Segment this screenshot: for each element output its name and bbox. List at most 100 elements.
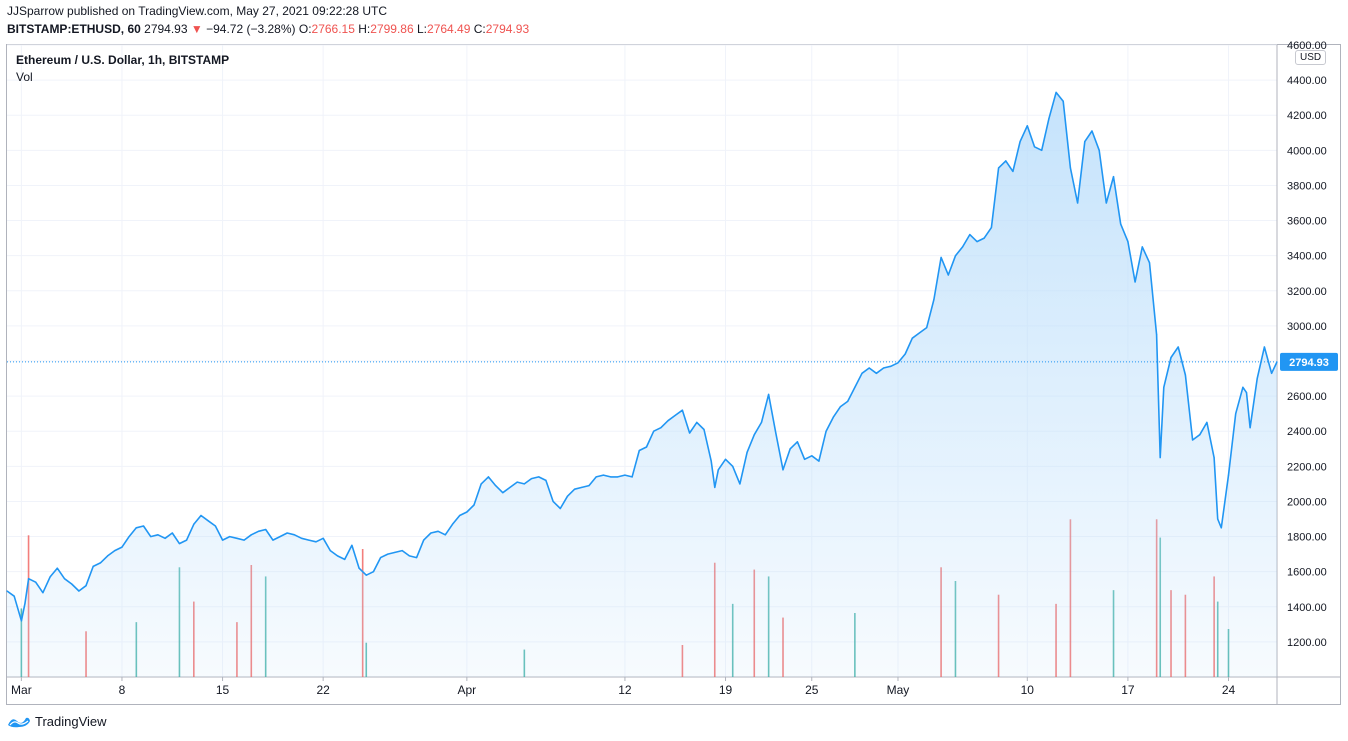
low-value: 2764.49 xyxy=(427,22,471,36)
price-point xyxy=(954,255,957,257)
price-point xyxy=(624,474,626,476)
price-point xyxy=(969,234,971,236)
price-point xyxy=(717,469,719,471)
price-point xyxy=(1005,160,1007,162)
low-label: L: xyxy=(417,22,428,36)
price-point xyxy=(315,541,317,543)
price-point xyxy=(336,555,339,557)
x-tick-label: 17 xyxy=(1121,683,1135,697)
price-point xyxy=(710,460,712,462)
price-point xyxy=(983,237,985,239)
price-point xyxy=(1112,176,1115,178)
price-point xyxy=(523,483,525,485)
price-point xyxy=(1019,140,1021,143)
price-point xyxy=(1120,223,1122,225)
price-point xyxy=(667,420,669,422)
price-point xyxy=(365,574,367,576)
x-tick-label: May xyxy=(887,683,910,697)
price-point xyxy=(545,479,547,481)
x-tick-label: Mar xyxy=(11,683,32,697)
y-tick-label: 4600.00 xyxy=(1287,40,1327,52)
price-point xyxy=(444,534,446,536)
price-point xyxy=(380,557,382,559)
currency-badge[interactable]: USD xyxy=(1295,50,1327,65)
price-area-fill xyxy=(7,92,1277,677)
y-tick-label: 3600.00 xyxy=(1287,216,1327,228)
price-point xyxy=(121,546,123,548)
y-tick-label: 2400.00 xyxy=(1287,426,1327,438)
y-tick-label: 2000.00 xyxy=(1287,496,1327,508)
price-point xyxy=(1084,140,1086,143)
footer-brand[interactable]: TradingView xyxy=(7,713,107,729)
price-point xyxy=(674,414,676,417)
price-point xyxy=(171,532,173,534)
price-point xyxy=(128,535,130,538)
price-point xyxy=(1026,125,1028,127)
price-point xyxy=(1184,374,1186,376)
y-tick-label: 1200.00 xyxy=(1287,637,1327,649)
chart-legend-title: Ethereum / U.S. Dollar, 1h, BITSTAMP xyxy=(16,53,230,67)
price-point xyxy=(1127,241,1129,243)
price-point xyxy=(459,514,461,517)
price-point xyxy=(1249,427,1251,429)
price-point xyxy=(142,525,145,527)
price-point xyxy=(1163,386,1165,388)
price-point xyxy=(1062,100,1064,102)
price-point xyxy=(609,476,612,478)
y-tick-label: 3800.00 xyxy=(1287,180,1327,192)
price-point xyxy=(1041,149,1043,151)
x-tick-label: 10 xyxy=(1021,683,1035,697)
price-point xyxy=(933,298,935,301)
price-point xyxy=(681,409,684,411)
price-point xyxy=(1134,281,1136,283)
price-point xyxy=(1012,170,1014,172)
price-point xyxy=(214,525,216,527)
symbol-ohlc-line: BITSTAMP:ETHUSD, 60 2794.93 ▼ −94.72 (−3… xyxy=(7,22,529,36)
price-point xyxy=(660,427,662,429)
symbol-label[interactable]: BITSTAMP:ETHUSD, 60 xyxy=(7,22,141,36)
price-point xyxy=(308,539,310,541)
price-point xyxy=(487,476,490,478)
high-label: H: xyxy=(358,22,371,36)
price-point xyxy=(796,441,798,443)
high-value: 2799.86 xyxy=(370,22,414,36)
y-tick-label: 3200.00 xyxy=(1287,286,1327,298)
x-tick-label: 15 xyxy=(216,683,230,697)
price-point xyxy=(300,537,303,539)
price-point xyxy=(494,485,497,487)
price-point xyxy=(617,476,619,478)
price-point xyxy=(918,332,921,334)
price-point xyxy=(990,226,992,229)
price-point xyxy=(602,474,604,476)
price-point xyxy=(322,537,324,539)
price-point xyxy=(236,537,238,539)
price-point xyxy=(229,535,231,538)
price-point xyxy=(221,539,224,541)
price-point xyxy=(897,362,899,364)
price-point xyxy=(645,446,648,448)
price-point xyxy=(394,551,396,553)
price-point xyxy=(451,523,454,525)
price-point xyxy=(753,434,755,436)
price-point xyxy=(27,578,30,580)
price-point xyxy=(193,523,195,525)
change-value: −94.72 (−3.28%) xyxy=(206,22,296,36)
price-point xyxy=(1245,392,1248,394)
price-point xyxy=(329,550,331,552)
price-point xyxy=(164,537,166,539)
price-point xyxy=(962,246,964,248)
price-point xyxy=(1105,202,1107,204)
price-point xyxy=(997,167,1000,169)
price-point xyxy=(135,527,137,529)
price-point xyxy=(502,492,504,494)
price-point xyxy=(595,476,597,478)
price-point xyxy=(509,486,511,488)
y-tick-label: 2200.00 xyxy=(1287,461,1327,473)
price-point xyxy=(760,421,763,424)
price-point xyxy=(257,530,260,532)
price-point xyxy=(71,583,73,585)
price-point xyxy=(976,241,978,243)
price-point xyxy=(782,469,784,471)
price-point xyxy=(818,460,820,462)
